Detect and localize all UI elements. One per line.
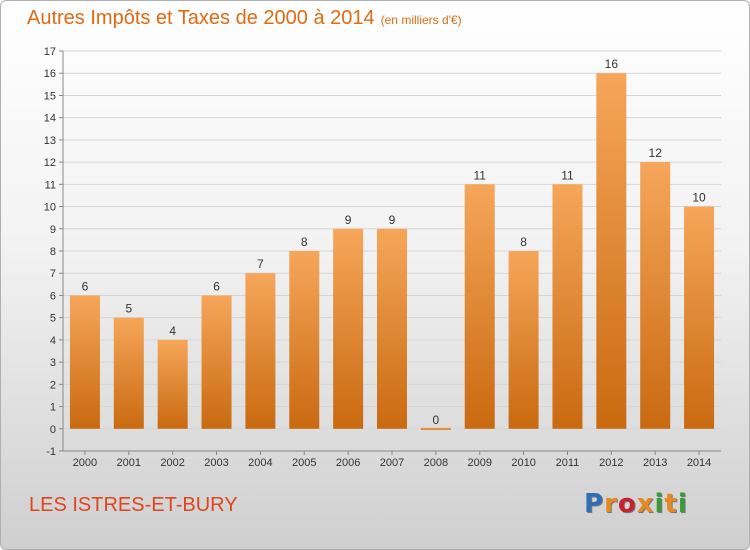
bar [420, 427, 451, 430]
logo-letter: i [677, 489, 688, 519]
y-tick-label: 13 [44, 135, 56, 147]
bar [684, 206, 715, 429]
bar-value-label: 5 [125, 302, 132, 316]
x-tick-label: 2000 [73, 457, 97, 469]
x-tick-label: 2004 [248, 457, 272, 469]
bar-value-label: 8 [301, 235, 308, 249]
y-tick-label: 17 [44, 46, 56, 58]
bar-value-label: 6 [213, 279, 220, 293]
y-tick-label: 0 [50, 424, 56, 436]
x-tick-label: 2013 [643, 457, 667, 469]
y-tick-label: 3 [50, 357, 56, 369]
x-tick-label: 2009 [467, 457, 491, 469]
bar [508, 251, 539, 429]
y-tick-label: 8 [50, 246, 56, 258]
y-tick-label: 7 [50, 268, 56, 280]
bar-value-label: 6 [82, 279, 89, 293]
bar-value-label: 9 [345, 213, 352, 227]
bar [464, 184, 495, 429]
bar-value-label: 7 [257, 257, 264, 271]
proxiti-logo: Proxiti [584, 489, 688, 519]
logo-letter: i [654, 489, 665, 519]
bar-value-label: 8 [520, 235, 527, 249]
y-tick-label: 4 [50, 335, 56, 347]
bar [69, 295, 100, 429]
bar-value-label: 10 [692, 191, 706, 205]
bar [245, 273, 276, 429]
x-tick-label: 2011 [556, 457, 580, 469]
logo-letter: P [584, 489, 605, 519]
title-unit: (en milliers d'€) [380, 13, 462, 27]
commune-name: LES ISTRES-ET-BURY [29, 494, 238, 516]
x-tick-label: 2008 [424, 457, 448, 469]
bar-value-label: 11 [473, 168, 486, 182]
x-tick-label: 2012 [599, 457, 623, 469]
x-tick-label: 2002 [160, 457, 184, 469]
x-tick-label: 2006 [336, 457, 360, 469]
x-tick-label: 2001 [117, 457, 141, 469]
y-tick-label: 14 [44, 113, 56, 125]
logo-letter: r [604, 489, 618, 519]
bar-value-label: 16 [605, 57, 619, 71]
logo-letter: o [617, 489, 637, 519]
logo-letter: t [664, 489, 678, 519]
y-tick-label: 11 [45, 179, 56, 191]
bar-value-label: 0 [433, 413, 440, 427]
title-text: Autres Impôts et Taxes de 2000 à 2014 [27, 7, 375, 29]
x-tick-label: 2014 [687, 457, 711, 469]
bar-value-label: 12 [649, 146, 663, 160]
y-tick-label: 15 [44, 90, 56, 102]
bar [157, 339, 188, 429]
bar [113, 317, 144, 429]
y-tick-label: 9 [50, 224, 56, 236]
x-tick-label: 2010 [511, 457, 535, 469]
bar [201, 295, 232, 429]
y-tick-label: 10 [44, 202, 56, 214]
y-tick-label: 2 [50, 379, 56, 391]
bar [596, 73, 627, 429]
bar [289, 251, 320, 429]
chart-title: Autres Impôts et Taxes de 2000 à 2014 (en… [27, 7, 462, 30]
bar-value-label: 4 [169, 324, 176, 338]
y-tick-label: 12 [44, 157, 56, 169]
logo-letter: x [636, 489, 655, 519]
bar [640, 162, 671, 429]
y-tick-label: 5 [50, 313, 56, 325]
x-tick-label: 2003 [204, 457, 228, 469]
bar-value-label: 9 [389, 213, 396, 227]
bar [333, 228, 364, 429]
y-tick-label: 16 [44, 68, 56, 80]
y-tick-label: 6 [50, 290, 56, 302]
bar [552, 184, 583, 429]
x-tick-label: 2007 [380, 457, 404, 469]
bar-value-label: 11 [561, 168, 574, 182]
y-tick-label: 1 [50, 402, 56, 414]
x-tick-label: 2005 [292, 457, 316, 469]
y-tick-label: -1 [46, 446, 56, 458]
bar [377, 228, 407, 429]
